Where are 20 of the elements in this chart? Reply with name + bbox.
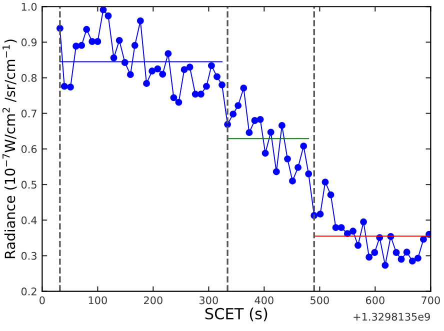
text: +1.3298135e9 <box>354 312 430 321</box>
y-tick-label: 0.5 <box>21 180 36 189</box>
x-tick-label: 100 <box>88 296 107 304</box>
x-axis-title: SCET (s) <box>205 308 268 322</box>
x-tick-label: 500 <box>310 296 329 304</box>
y-tick-label: 0.6 <box>21 145 37 154</box>
x-tick-label: 400 <box>254 296 274 304</box>
y-tick-label: 0.8 <box>21 74 37 82</box>
y-tick-label: 0.3 <box>21 252 36 260</box>
y-tick-label: 0.4 <box>21 216 37 224</box>
y-tick-label: 1.0 <box>22 2 37 11</box>
x-tick-label: 300 <box>200 296 218 304</box>
y-tick-label: 0.2 <box>21 288 36 296</box>
x-tick-label: 600 <box>366 296 384 304</box>
x-tick-label: 200 <box>144 296 162 304</box>
y-tick-label: 0.9 <box>21 38 37 46</box>
x-tick-label: 700 <box>422 296 440 304</box>
y-axis-title: Radiance (10$^{−7}$W/cm$^{2}$ /sr/cm$^{−1}$) <box>2 40 17 258</box>
y-tick-label: 0.7 <box>21 110 36 118</box>
x-tick-label: 0 <box>40 296 45 304</box>
